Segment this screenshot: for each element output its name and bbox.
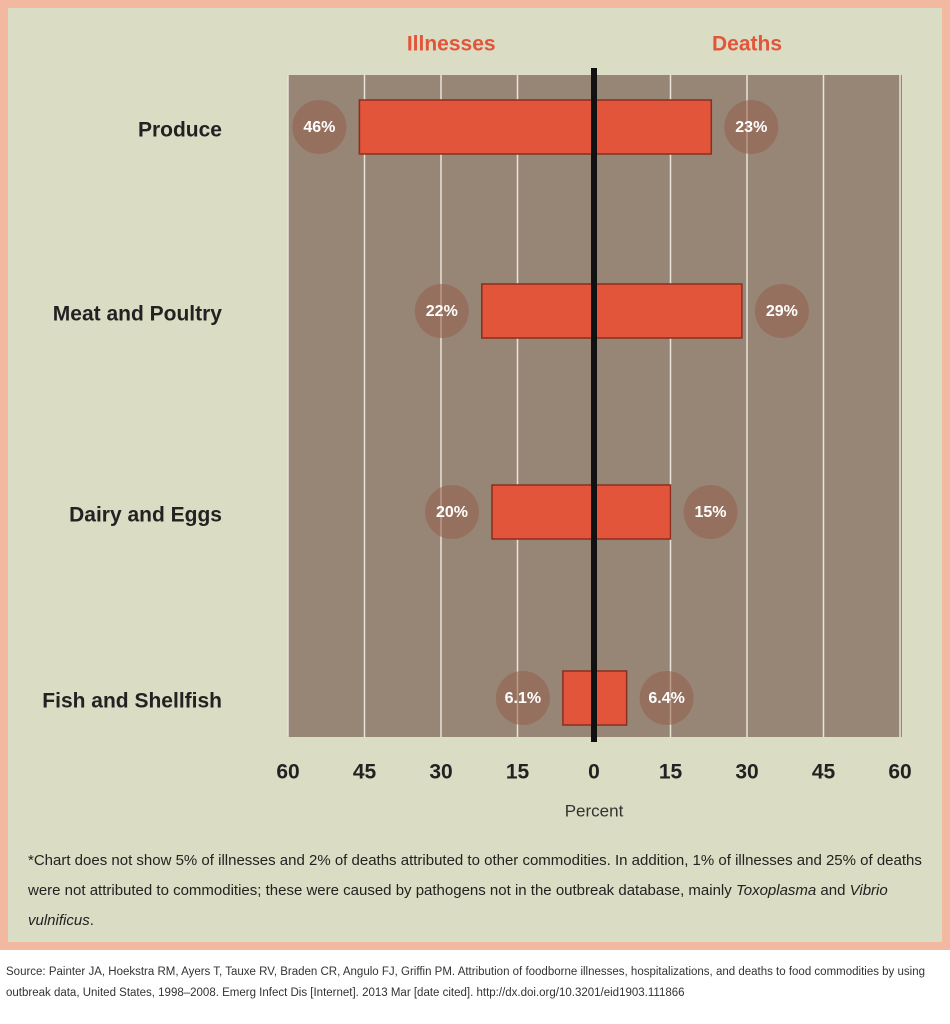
- category-label: Dairy and Eggs: [69, 504, 222, 527]
- bar: [593, 99, 713, 155]
- bar: [358, 99, 595, 155]
- bar: [481, 283, 595, 339]
- value-label-badge: [292, 100, 347, 154]
- x-tick-label: 45: [812, 761, 836, 784]
- category-label: Fish and Shellfish: [42, 690, 222, 713]
- value-label: 15%: [694, 504, 726, 521]
- bar: [593, 283, 743, 339]
- x-tick-label: 30: [735, 761, 758, 784]
- value-label-badge: [425, 485, 479, 539]
- category-label: Produce: [138, 119, 222, 142]
- value-label-badge: [754, 284, 809, 338]
- value-label-badge: [683, 485, 738, 539]
- footnote: *Chart does not show 5% of illnesses and…: [28, 846, 928, 936]
- x-tick-label: 60: [276, 761, 299, 784]
- footnote-text: *Chart does not show 5% of illnesses and…: [28, 852, 922, 899]
- value-label: 20%: [436, 504, 468, 521]
- value-label-badge: [639, 671, 694, 725]
- source: Source: Painter JA, Hoekstra RM, Ayers T…: [6, 966, 925, 999]
- bar: [593, 670, 628, 726]
- value-label: 46%: [303, 119, 335, 136]
- footnote-italic: Toxoplasma: [735, 882, 817, 899]
- x-tick-label: 15: [506, 761, 530, 784]
- x-tick-label: 30: [429, 761, 452, 784]
- bar: [491, 484, 595, 540]
- legend-label: Illnesses: [407, 33, 496, 56]
- x-tick-label: 0: [588, 761, 600, 784]
- footnote-italic: Vibrio vulnificus: [28, 882, 888, 929]
- value-label-badge: [495, 671, 550, 725]
- x-tick-label: 45: [353, 761, 377, 784]
- category-label: Meat and Poultry: [53, 303, 223, 326]
- value-label: 6.4%: [648, 690, 684, 707]
- chart: 60 45 30 15 0 15 30 45 60 Percent Illnesses Deaths P…: [0, 0, 950, 950]
- x-tick-label: 60: [888, 761, 911, 784]
- value-label: 29%: [766, 303, 798, 320]
- value-label: 23%: [735, 119, 767, 136]
- bar: [593, 484, 672, 540]
- x-tick-label: 15: [659, 761, 683, 784]
- legend-label: Deaths: [712, 33, 782, 56]
- value-label-badge: [414, 284, 469, 338]
- bar: [562, 670, 595, 726]
- footnote-text: .: [89, 912, 94, 929]
- value-label-badge: [724, 100, 779, 154]
- value-label: 6.1%: [505, 690, 541, 707]
- x-axis-label: Percent: [565, 801, 624, 820]
- value-label: 22%: [426, 303, 458, 320]
- footnote-text: and: [816, 882, 850, 899]
